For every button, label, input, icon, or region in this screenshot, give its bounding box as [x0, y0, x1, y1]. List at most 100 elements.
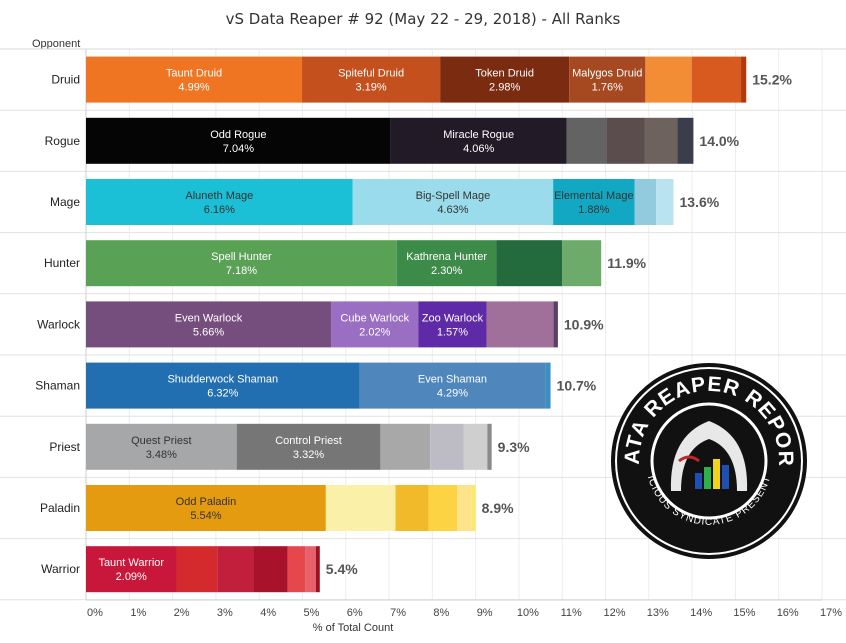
segment-value-label: 1.76% [592, 82, 623, 94]
bar-segment [86, 546, 177, 593]
row-label-warlock: Warlock [37, 317, 81, 331]
row-header: Opponent [32, 38, 81, 50]
x-axis-title: % of Total Count [312, 622, 394, 634]
segment-value-label: 4.06% [463, 143, 494, 155]
data-reaper-logo: DATA REAPER REPORT VICIOUS SYNDICATE PRE… [609, 361, 807, 559]
bar-segment [86, 56, 303, 103]
segment-name-label: Zoo Warlock [422, 312, 484, 324]
bar-segment [545, 362, 551, 409]
chart-title: vS Data Reaper # 92 (May 22 - 29, 2018) … [225, 10, 621, 28]
bar-segment [86, 301, 332, 348]
bar-segment [496, 240, 563, 287]
bar-segment [428, 485, 458, 531]
bar-segment [390, 117, 567, 164]
segment-name-label: Odd Rogue [210, 129, 266, 141]
x-tick-label: 4% [260, 607, 276, 619]
segment-value-label: 4.29% [437, 388, 468, 400]
bar-segment [645, 56, 692, 103]
bar-segment [217, 546, 254, 593]
bar-segment [741, 56, 747, 103]
bar-segment [325, 485, 396, 531]
row-label-mage: Mage [50, 195, 80, 209]
segment-value-label: 2.02% [359, 326, 390, 338]
bar-segment [287, 546, 306, 593]
row-total-label: 10.9% [564, 316, 604, 332]
segment-name-label: Aluneth Mage [185, 190, 253, 202]
row-label-rogue: Rogue [45, 134, 81, 148]
bar-segment [440, 56, 570, 103]
bar-segment [331, 301, 419, 348]
bar-segment [86, 485, 326, 531]
segment-name-label: Even Shaman [418, 374, 487, 386]
row-total-label: 15.2% [752, 72, 792, 88]
bar-segment [86, 423, 237, 470]
segment-name-label: Control Priest [275, 435, 342, 447]
bar-segment [253, 546, 288, 593]
bar-segment [566, 117, 607, 164]
segment-value-label: 2.09% [116, 571, 147, 583]
bar-segment [606, 117, 645, 164]
segment-name-label: Miracle Rogue [443, 129, 514, 141]
x-tick-label: 12% [604, 607, 626, 619]
segment-name-label: Malygos Druid [572, 68, 642, 80]
segment-name-label: Odd Paladin [176, 496, 237, 508]
segment-value-label: 3.19% [355, 82, 386, 94]
x-tick-label: 8% [433, 607, 449, 619]
x-tick-label: 15% [733, 607, 755, 619]
segment-value-label: 7.04% [223, 143, 254, 155]
bar-segment [359, 362, 546, 409]
segment-value-label: 3.32% [293, 449, 324, 461]
row-total-label: 8.9% [482, 500, 514, 516]
x-tick-label: 14% [690, 607, 712, 619]
bar-segment [486, 301, 554, 348]
bar-segment [380, 423, 431, 470]
x-tick-label: 2% [174, 607, 190, 619]
segment-name-label: Quest Priest [131, 435, 192, 447]
segment-value-label: 6.16% [204, 204, 235, 216]
x-tick-label: 0% [87, 607, 103, 619]
bar-segment [86, 240, 397, 287]
segment-value-label: 5.54% [190, 510, 221, 522]
bar-segment [86, 179, 353, 225]
segment-name-label: Big-Spell Mage [416, 190, 491, 202]
bars: Taunt Druid 4.99% Spiteful Druid 3.19% Token… [86, 56, 792, 593]
bar-segment [644, 117, 678, 164]
segment-name-label: Even Warlock [175, 312, 243, 324]
x-tick-label: 17% [820, 607, 842, 619]
segment-name-label: Spell Hunter [211, 251, 272, 263]
row-total-label: 9.3% [498, 439, 530, 455]
bar-segment [487, 423, 492, 470]
row-label-hunter: Hunter [44, 256, 80, 270]
x-axis-ticks: 0% 1% 2% 3% 4% 5% 6% 7% 8% 9% 10% 11% 12% 13% 14% 15% 16… [86, 599, 842, 619]
bar-segment [86, 362, 360, 409]
x-tick-label: 13% [647, 607, 669, 619]
x-tick-label: 5% [304, 607, 320, 619]
row-label-shaman: Shaman [35, 379, 80, 393]
segment-value-label: 1.88% [578, 204, 609, 216]
row-total-label: 5.4% [326, 561, 358, 577]
bar-segment [315, 546, 320, 593]
segment-name-label: Spiteful Druid [338, 68, 404, 80]
x-tick-label: 3% [217, 607, 233, 619]
segment-value-label: 4.63% [437, 204, 468, 216]
row-label-paladin: Paladin [40, 501, 80, 515]
row-total-label: 11.9% [607, 255, 646, 271]
segment-name-label: Shudderwock Shaman [167, 374, 278, 386]
bar-segment [553, 301, 558, 348]
segment-name-label: Taunt Warrior [98, 557, 164, 569]
x-tick-label: 1% [130, 607, 146, 619]
bar-segment [569, 56, 646, 103]
bar-segment [352, 179, 554, 225]
segment-value-label: 7.18% [226, 265, 257, 277]
segment-value-label: 6.32% [207, 388, 238, 400]
row-label-priest: Priest [49, 440, 80, 454]
x-tick-label: 6% [347, 607, 363, 619]
x-tick-label: 9% [477, 607, 493, 619]
bar-segment [396, 240, 497, 287]
segment-value-label: 3.48% [146, 449, 177, 461]
row-label-druid: Druid [51, 73, 80, 87]
segment-value-label: 2.98% [489, 82, 520, 94]
bar-segment [395, 485, 429, 531]
x-tick-label: 16% [777, 607, 799, 619]
segment-name-label: Token Druid [475, 68, 534, 80]
